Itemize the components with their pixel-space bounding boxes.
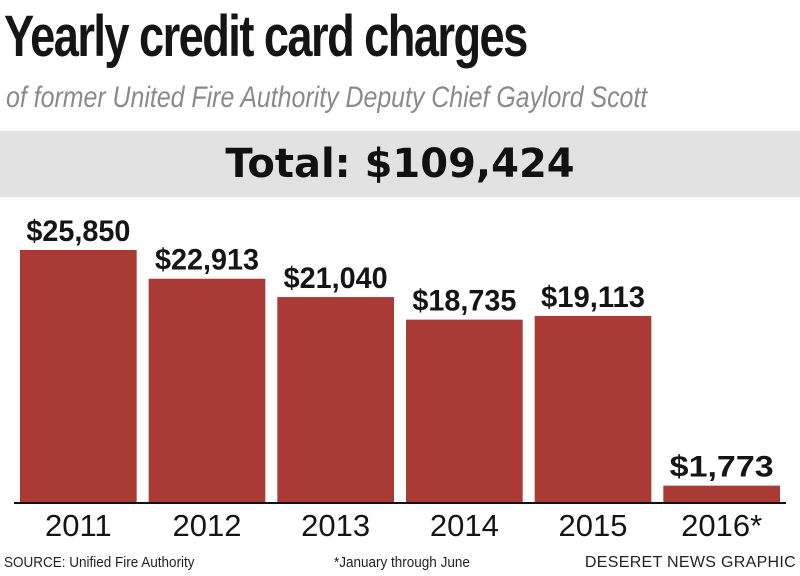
chart-subtitle: of former United Fire Authority Deputy C… (6, 81, 648, 114)
bar-2014 (406, 319, 523, 503)
graphic-credit: DESERET NEWS GRAPHIC (584, 554, 796, 571)
bar-2012 (148, 278, 266, 503)
value-label-2016*: $1,773 (670, 451, 774, 484)
value-label-2012: $22,913 (155, 244, 259, 277)
bar-chart: $25,850 $22,913 $21,040 $18,735 $19,113 $1,77… (14, 215, 786, 543)
value-label-2011: $25,850 (26, 215, 130, 248)
source-note: SOURCE: Unified Fire Authority (4, 554, 195, 571)
value-label-2014: $18,735 (412, 285, 516, 318)
x-tick-2013: 2013 (301, 508, 370, 543)
footnote: *January through June (334, 554, 470, 571)
value-label-2013: $21,040 (284, 262, 388, 295)
chart-title: Yearly credit card charges (4, 4, 528, 69)
bar-2015 (534, 315, 652, 503)
x-tick-2016*: 2016* (681, 508, 762, 543)
bar-2016* (663, 485, 780, 503)
value-label-2015: $19,113 (541, 281, 645, 314)
bar-2013 (277, 297, 394, 503)
x-tick-2015: 2015 (559, 508, 628, 543)
x-tick-2014: 2014 (430, 508, 499, 543)
value-labels-group: $25,850 $22,913 $21,040 $18,735 $19,113 $1,77… (26, 215, 773, 484)
x-tick-labels-group: 2011 2012 2013 2014 2015 2016* (45, 508, 762, 543)
total-amount: Total: $109,424 (225, 141, 575, 187)
x-tick-2012: 2012 (173, 508, 242, 543)
bars-group (20, 250, 780, 503)
bar-2011 (20, 250, 137, 503)
total-banner: Total: $109,424 (0, 131, 800, 197)
x-tick-2011: 2011 (45, 508, 112, 543)
